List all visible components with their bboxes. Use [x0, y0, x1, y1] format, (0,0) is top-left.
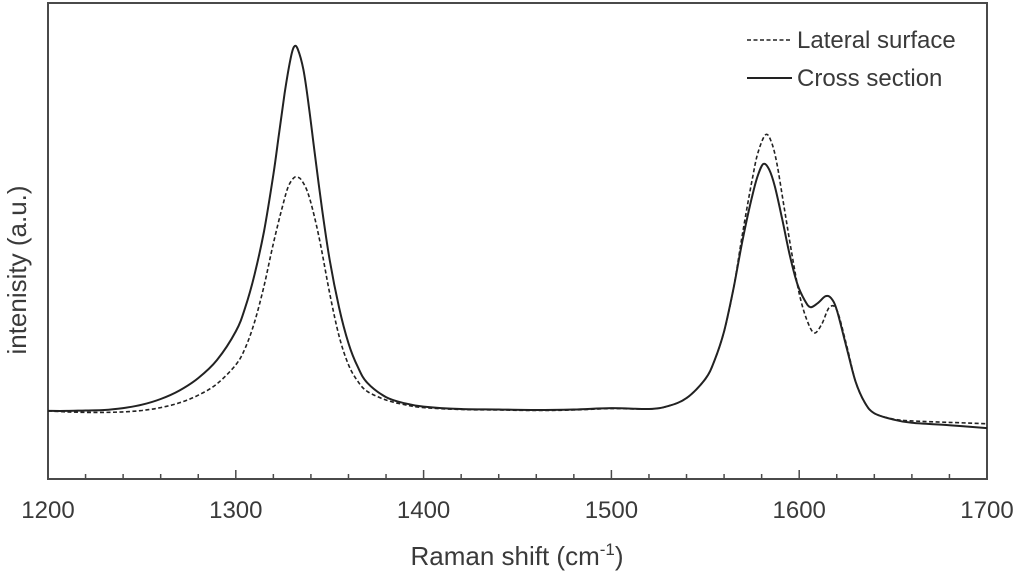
series-lateral-surface — [47, 133, 988, 425]
legend-label: Lateral surface — [797, 27, 956, 54]
plot-frame — [47, 2, 988, 480]
legend-item-lateral-surface: Lateral surface — [747, 27, 956, 54]
legend-item-cross-section: Cross section — [747, 65, 942, 92]
series-cross-section — [47, 44, 988, 430]
legend: Lateral surface Cross section — [747, 27, 956, 92]
x-axis-title: Raman shift (cm-1) — [410, 540, 623, 571]
x-tick-label: 1500 — [585, 497, 638, 524]
x-tick-label: 1200 — [21, 497, 74, 524]
x-tick-label: 1600 — [773, 497, 826, 524]
y-axis-title: intenisity (a.u.) — [2, 185, 32, 354]
series-layer — [47, 44, 988, 430]
x-tick-label: 1300 — [209, 497, 262, 524]
x-tick-label: 1700 — [960, 497, 1013, 524]
legend-label: Cross section — [797, 65, 942, 92]
x-axis-ticks — [47, 470, 988, 479]
x-axis-tick-labels: 1200 1300 1400 1500 1600 1700 — [21, 497, 1013, 524]
x-tick-label: 1400 — [397, 497, 450, 524]
